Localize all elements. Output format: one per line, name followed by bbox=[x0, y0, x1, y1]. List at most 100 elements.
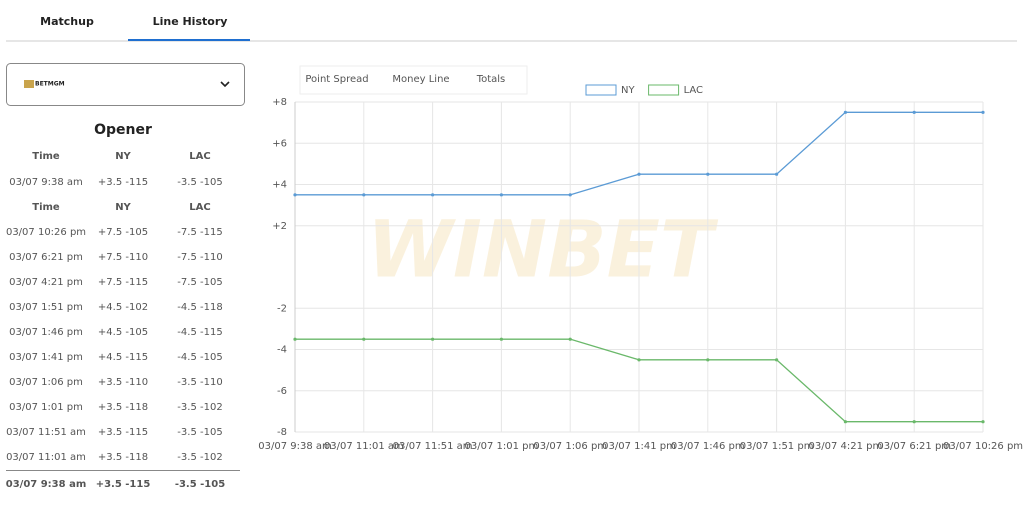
table-cell: Time bbox=[32, 151, 60, 162]
table-cell: 03/07 1:51 pm bbox=[9, 302, 83, 313]
table-cell: NY bbox=[115, 151, 131, 162]
table-cell: 03/07 6:21 pm bbox=[9, 252, 83, 263]
y-tick-label: -6 bbox=[277, 386, 287, 397]
table-title: Opener bbox=[94, 122, 152, 138]
point bbox=[362, 337, 366, 341]
point bbox=[706, 172, 710, 176]
table-cell: -3.5 -105 bbox=[177, 177, 222, 188]
x-tick-label: 03/07 6:21 pm bbox=[877, 441, 951, 452]
table-cell: +3.5 -110 bbox=[98, 377, 148, 388]
table-cell: +3.5 -115 bbox=[98, 177, 148, 188]
legend-swatch bbox=[585, 84, 617, 96]
tab[interactable]: Matchup bbox=[40, 15, 94, 28]
table-cell: 03/07 1:06 pm bbox=[9, 377, 83, 388]
point bbox=[981, 110, 985, 114]
tab[interactable]: Line History bbox=[153, 15, 228, 28]
point bbox=[706, 358, 710, 362]
table-cell: +3.5 -118 bbox=[98, 452, 148, 463]
y-tick-label: -2 bbox=[277, 303, 287, 314]
point bbox=[499, 193, 503, 197]
point bbox=[843, 110, 848, 114]
table-cell: 03/07 11:51 am bbox=[6, 427, 86, 438]
table-cell: -4.5 -105 bbox=[177, 352, 222, 363]
table-cell: +7.5 -105 bbox=[98, 227, 148, 238]
table-cell: Time bbox=[32, 202, 60, 213]
table-cell: +4.5 -102 bbox=[98, 302, 148, 313]
y-tick-label: +8 bbox=[272, 97, 287, 108]
dropdown-arrow[interactable] bbox=[220, 81, 230, 88]
point bbox=[431, 337, 435, 341]
y-tick-label: +2 bbox=[272, 221, 287, 232]
x-tick-label: 03/07 1:01 pm bbox=[465, 441, 539, 452]
table-cell: +7.5 -115 bbox=[98, 277, 148, 288]
table-cell: +4.5 -115 bbox=[98, 352, 148, 363]
legend-label: NY bbox=[621, 85, 635, 96]
y-tick-label: -4 bbox=[277, 345, 287, 356]
table-cell: -7.5 -115 bbox=[177, 227, 222, 238]
x-tick-label: 03/07 1:06 pm bbox=[533, 441, 607, 452]
market-tab[interactable]: Point Spread bbox=[305, 74, 368, 85]
point bbox=[499, 337, 503, 341]
point bbox=[912, 420, 916, 424]
table-cell: 03/07 1:01 pm bbox=[9, 402, 83, 413]
market-tab[interactable]: Money Line bbox=[392, 74, 449, 85]
table-cell: +3.5 -115 bbox=[96, 479, 151, 490]
table-cell: 03/07 1:46 pm bbox=[9, 327, 83, 338]
table-cell: 03/07 11:01 am bbox=[6, 452, 86, 463]
x-tick-label: 03/07 10:26 pm bbox=[943, 441, 1023, 452]
table-cell: -4.5 -115 bbox=[177, 327, 222, 338]
point bbox=[843, 420, 848, 424]
table-cell: -3.5 -102 bbox=[177, 402, 222, 413]
market-tab[interactable]: Totals bbox=[476, 74, 506, 85]
bookmaker-name: BETMGM bbox=[35, 81, 65, 88]
table-cell: +7.5 -110 bbox=[98, 252, 148, 263]
table-cell: -7.5 -110 bbox=[177, 252, 222, 263]
table-cell: -3.5 -110 bbox=[177, 377, 222, 388]
table-cell: -3.5 -105 bbox=[175, 479, 225, 490]
x-tick-label: 03/07 11:01 am bbox=[324, 441, 404, 452]
x-tick-label: 03/07 4:21 pm bbox=[809, 441, 883, 452]
table-cell: -3.5 -102 bbox=[177, 452, 222, 463]
point bbox=[568, 193, 572, 197]
point bbox=[637, 172, 641, 176]
point bbox=[431, 193, 435, 197]
table-cell: 03/07 9:38 am bbox=[9, 177, 83, 188]
point bbox=[568, 337, 572, 341]
logo-icon bbox=[24, 80, 34, 88]
y-tick-label: -8 bbox=[277, 427, 287, 438]
legend-swatch bbox=[648, 84, 680, 96]
x-tick-label: 03/07 9:38 am bbox=[258, 441, 332, 452]
point bbox=[912, 110, 916, 114]
table-cell: 03/07 10:26 pm bbox=[6, 227, 86, 238]
bookmaker-select[interactable] bbox=[6, 63, 245, 106]
legend-label: LAC bbox=[684, 85, 703, 96]
point bbox=[775, 358, 779, 362]
point bbox=[362, 193, 366, 197]
x-tick-label: 03/07 1:51 pm bbox=[740, 441, 814, 452]
table-cell: 03/07 4:21 pm bbox=[9, 277, 83, 288]
table-cell: -4.5 -118 bbox=[177, 302, 222, 313]
point bbox=[293, 337, 297, 341]
table-cell: 03/07 1:41 pm bbox=[9, 352, 83, 363]
table-cell: NY bbox=[115, 202, 131, 213]
y-tick-label: +4 bbox=[272, 180, 287, 191]
table-cell: 03/07 9:38 am bbox=[6, 479, 87, 490]
x-tick-label: 03/07 1:41 pm bbox=[602, 441, 676, 452]
point bbox=[981, 420, 985, 424]
y-tick-label: +6 bbox=[272, 138, 287, 149]
table-cell: +3.5 -115 bbox=[98, 427, 148, 438]
x-tick-label: 03/07 11:51 am bbox=[393, 441, 473, 452]
table-cell: LAC bbox=[189, 202, 210, 213]
table-cell: -7.5 -105 bbox=[177, 277, 222, 288]
table-cell: +3.5 -118 bbox=[98, 402, 148, 413]
point bbox=[637, 358, 641, 362]
table-cell: -3.5 -105 bbox=[177, 427, 222, 438]
point bbox=[775, 172, 779, 176]
market-tabs bbox=[299, 65, 528, 95]
point bbox=[293, 193, 297, 197]
watermark-text: WINBET bbox=[367, 205, 719, 295]
x-tick-label: 03/07 1:46 pm bbox=[671, 441, 745, 452]
table-cell: LAC bbox=[189, 151, 210, 162]
table-cell: +4.5 -105 bbox=[98, 327, 148, 338]
